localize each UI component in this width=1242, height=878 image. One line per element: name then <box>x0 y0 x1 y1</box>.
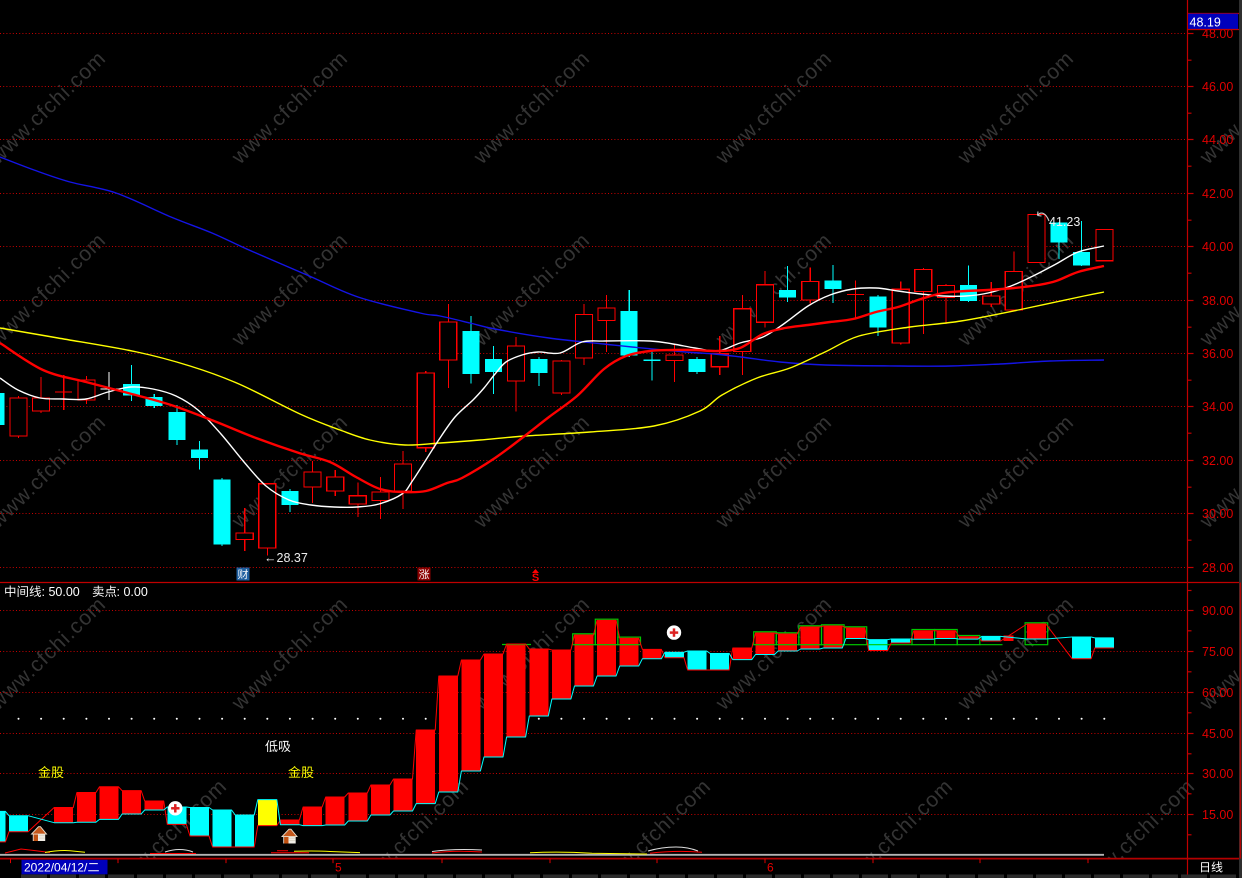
svg-text:41.23: 41.23 <box>1049 215 1080 229</box>
svg-text:32.00: 32.00 <box>1202 454 1233 468</box>
svg-text:38.00: 38.00 <box>1202 294 1233 308</box>
svg-text:30.00: 30.00 <box>1202 507 1233 521</box>
svg-text:40.00: 40.00 <box>1202 240 1233 254</box>
svg-text:48.00: 48.00 <box>1202 27 1233 41</box>
svg-text:48.19: 48.19 <box>1190 16 1221 30</box>
svg-text:42.00: 42.00 <box>1202 187 1233 201</box>
svg-text:44.00: 44.00 <box>1202 133 1233 147</box>
svg-text:60.00: 60.00 <box>1202 686 1233 700</box>
svg-text:75.00: 75.00 <box>1202 645 1233 659</box>
svg-text:28.00: 28.00 <box>1202 561 1233 575</box>
svg-text:: 0.00: : 0.00 <box>117 585 148 599</box>
svg-text:5: 5 <box>335 861 342 875</box>
svg-text:15.00: 15.00 <box>1202 808 1233 822</box>
svg-text:2022/04/12/: 2022/04/12/ <box>24 861 88 875</box>
svg-text:: 50.00: : 50.00 <box>42 585 80 599</box>
svg-text:6: 6 <box>767 861 774 875</box>
svg-text:46.00: 46.00 <box>1202 80 1233 94</box>
svg-text:45.00: 45.00 <box>1202 727 1233 741</box>
svg-text:30.00: 30.00 <box>1202 767 1233 781</box>
svg-text:34.00: 34.00 <box>1202 400 1233 414</box>
svg-text:S: S <box>532 572 539 584</box>
svg-text:90.00: 90.00 <box>1202 604 1233 618</box>
svg-text:36.00: 36.00 <box>1202 347 1233 361</box>
svg-text:←28.37: ←28.37 <box>264 551 308 565</box>
